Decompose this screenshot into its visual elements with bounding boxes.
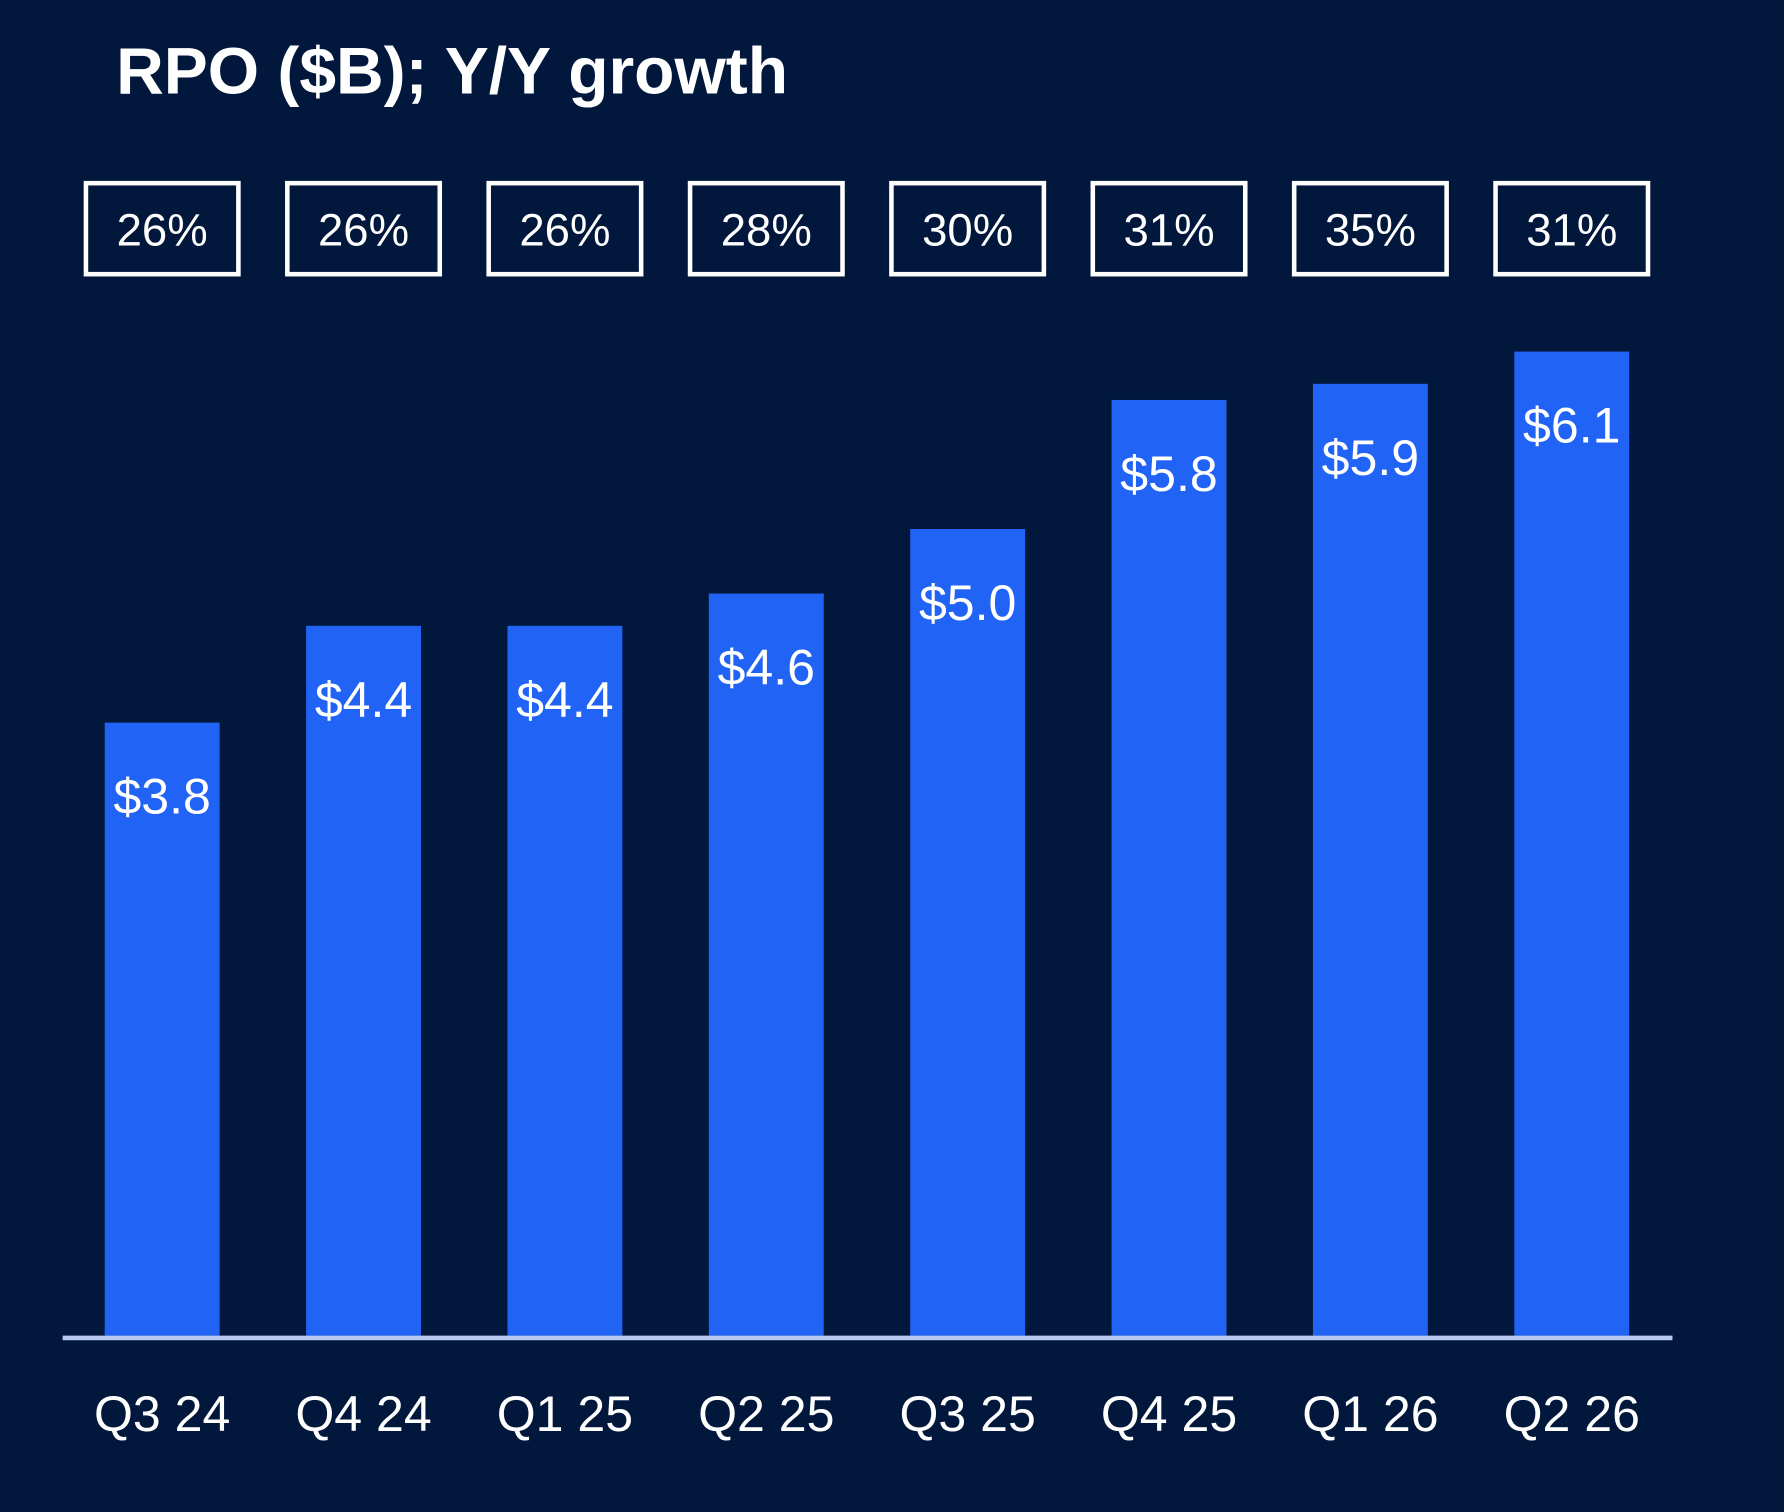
- bar-value-label: $4.4: [315, 672, 412, 728]
- bar-value-label: $5.8: [1120, 446, 1217, 502]
- growth-box: [687, 180, 845, 277]
- growth-label: 26%: [117, 205, 208, 256]
- growth-label: 31%: [1123, 205, 1214, 256]
- chart-title: RPO ($B); Y/Y growth: [116, 33, 788, 107]
- bar-value-label: $6.1: [1523, 398, 1620, 454]
- growth-box: [1291, 180, 1449, 277]
- growth-label: 31%: [1526, 205, 1617, 256]
- growth-box: [1090, 180, 1248, 277]
- bar: [910, 529, 1026, 1336]
- bar-value-label: $5.9: [1322, 430, 1419, 486]
- growth-label: 28%: [721, 205, 812, 256]
- bar: [507, 625, 623, 1336]
- growth-label: 26%: [318, 205, 409, 256]
- bar: [306, 625, 421, 1336]
- growth-box: [889, 180, 1047, 277]
- bar-value-label: $3.8: [113, 769, 210, 825]
- growth-label: 26%: [519, 205, 610, 256]
- x-tick-label: Q4 25: [1101, 1386, 1237, 1442]
- x-tick-label: Q1 26: [1302, 1386, 1438, 1442]
- bar: [1111, 399, 1227, 1336]
- x-tick-label: Q3 24: [94, 1386, 230, 1442]
- growth-label: 35%: [1325, 205, 1416, 256]
- x-tick-label: Q2 26: [1504, 1386, 1640, 1442]
- growth-box: [285, 180, 443, 277]
- bar: [708, 593, 824, 1336]
- x-tick-label: Q4 24: [295, 1386, 431, 1442]
- x-tick-label: Q1 25: [497, 1386, 633, 1442]
- bar-value-label: $5.0: [919, 575, 1016, 631]
- bar: [104, 722, 220, 1336]
- x-tick-label: Q2 25: [698, 1386, 834, 1442]
- growth-box: [486, 180, 644, 277]
- bar: [1312, 383, 1428, 1336]
- growth-box: [83, 180, 241, 277]
- x-tick-label: Q3 25: [899, 1386, 1035, 1442]
- bar-value-label: $4.4: [516, 672, 613, 728]
- growth-label: 30%: [922, 205, 1013, 256]
- bar-value-label: $4.6: [718, 640, 815, 696]
- growth-box: [1493, 180, 1651, 277]
- bar: [1514, 351, 1630, 1336]
